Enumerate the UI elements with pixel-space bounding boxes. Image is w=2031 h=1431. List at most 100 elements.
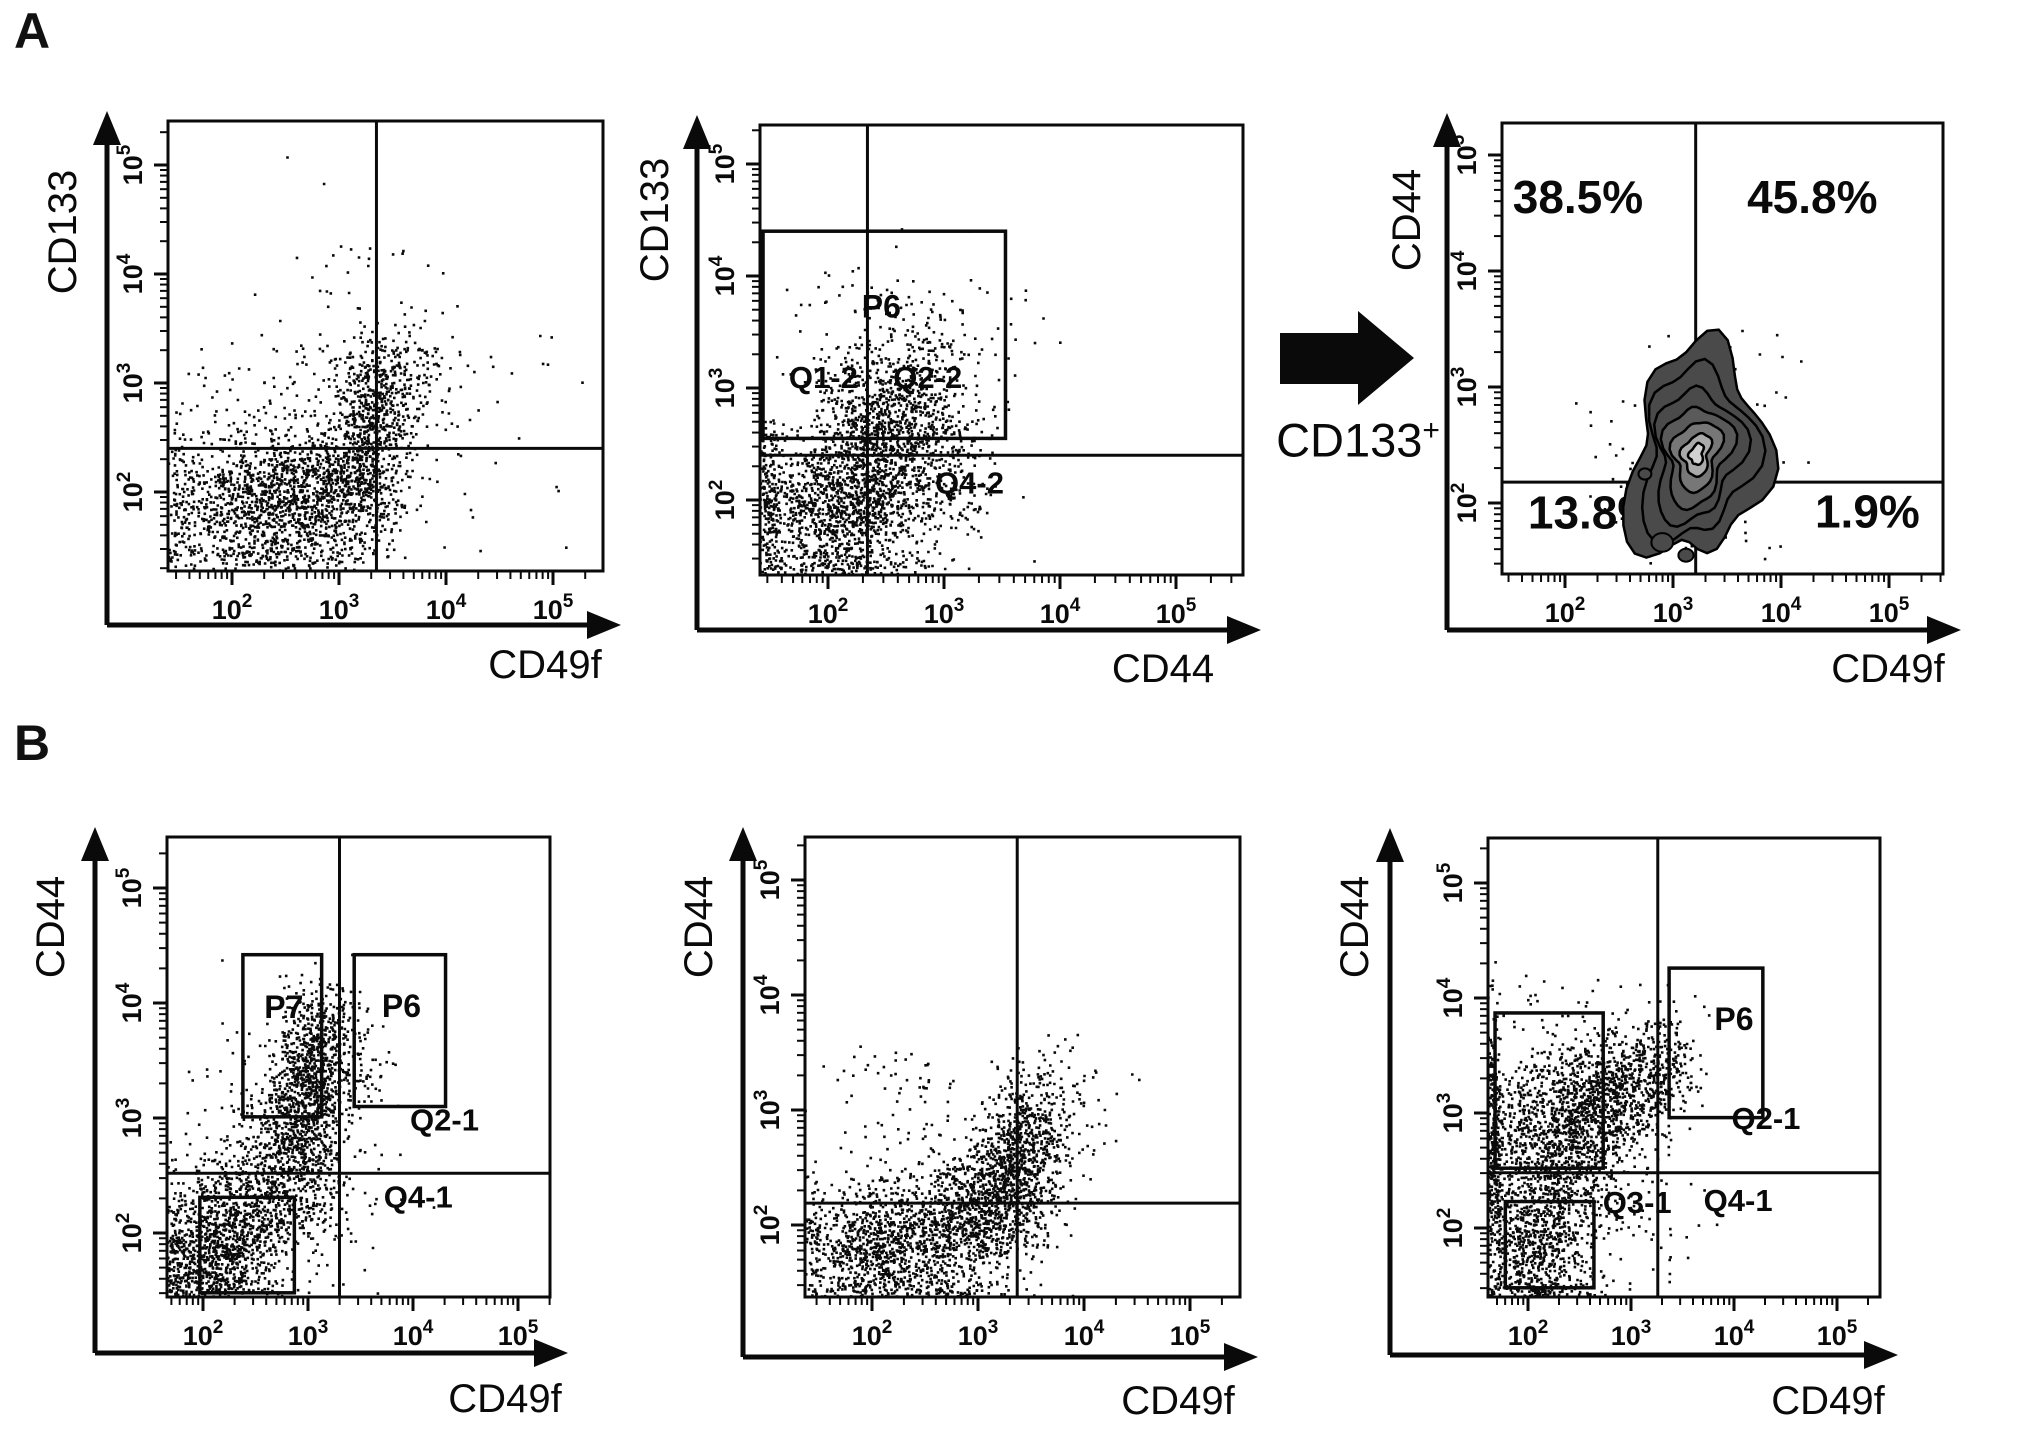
y-axis-arrowhead-icon <box>683 115 711 149</box>
x-axis-arrowhead-icon <box>1927 616 1961 644</box>
plot-area <box>165 835 552 1299</box>
tick-label: 103 <box>924 595 965 629</box>
quadrant-percentage: 1.9% <box>1815 485 1920 537</box>
tick-label: 102 <box>183 1317 224 1351</box>
gate-label-P6: P6 <box>1714 1001 1753 1037</box>
tick-label: 102 <box>1508 1317 1549 1351</box>
tick-label: 103 <box>288 1317 329 1351</box>
tick-label: 104 <box>1714 1317 1755 1351</box>
tick-label: 102 <box>1448 483 1482 524</box>
y-axis-label: CD44 <box>677 876 721 978</box>
y-axis-label: CD133 <box>633 158 677 283</box>
axis-ticks: 102 102 103 103 104 104 105 105 <box>113 852 551 1351</box>
quadrant-label: Q1-2 <box>789 360 858 395</box>
axis-ticks: 102 102 103 103 104 104 105 105 <box>1434 847 1870 1351</box>
tick-label: 105 <box>498 1317 539 1351</box>
tick-label: 104 <box>1434 977 1468 1018</box>
gate-P7 <box>241 952 324 1119</box>
tick-label: 104 <box>426 591 467 625</box>
tick-label: 102 <box>1545 594 1586 628</box>
tick-label: 102 <box>808 595 849 629</box>
axis-ticks: 102 102 103 103 104 104 105 105 <box>751 844 1223 1351</box>
region-labels: Q2-1 Q4-1 P7 P6 <box>264 988 479 1215</box>
tick-label: 104 <box>751 974 785 1015</box>
gate-label-P6: P6 <box>382 988 421 1024</box>
quadrant-label: Q3-1 <box>1603 1185 1672 1220</box>
tick-label: 105 <box>751 859 785 900</box>
tick-label: 102 <box>751 1205 785 1246</box>
tick-label: 104 <box>113 982 147 1023</box>
tick-label: 103 <box>958 1317 999 1351</box>
contour-density-blob <box>1621 328 1780 563</box>
axis-ticks: 102 102 103 103 104 104 105 105 <box>1448 134 1942 628</box>
quadrant-percentage: 38.5% <box>1513 171 1643 223</box>
tick-label: 104 <box>1040 595 1081 629</box>
flow-plot-b2: 102 102 103 103 104 104 105 105 CD49f CD44 <box>677 827 1258 1423</box>
x-axis-label: CD49f <box>1121 1379 1235 1423</box>
x-axis-label: CD49f <box>448 1377 562 1421</box>
tick-label: 105 <box>533 591 574 625</box>
quadrant-label: Q4-1 <box>1704 1183 1773 1218</box>
tick-label: 104 <box>1448 250 1482 291</box>
flow-plot-a2: 102102103103104104105105Q1-2Q2-2Q4-2P6CD… <box>633 115 1261 691</box>
tick-label: 105 <box>1170 1317 1211 1351</box>
tick-label: 105 <box>1156 595 1197 629</box>
panel-b-label: B <box>14 715 51 771</box>
plot-area <box>1486 836 1882 1299</box>
tick-label: 102 <box>1434 1208 1468 1249</box>
tick-label: 103 <box>113 1098 147 1139</box>
flow-plot-a1: 102 102 103 103 104 104 105 105 CD49f CD133 <box>41 111 621 687</box>
tick-label: 104 <box>393 1317 434 1351</box>
x-axis-arrowhead-icon <box>534 1339 568 1367</box>
y-axis-arrowhead-icon <box>93 111 121 145</box>
tick-label: 103 <box>1448 367 1482 408</box>
gate-P6 <box>761 229 1008 441</box>
y-axis-arrowhead-icon <box>1433 113 1461 147</box>
x-axis-arrowhead-icon <box>1864 1341 1898 1369</box>
x-axis-arrowhead-icon <box>587 611 621 639</box>
tick-label: 103 <box>114 363 148 404</box>
gating-arrow-icon <box>1280 311 1414 405</box>
tick-label: 103 <box>751 1090 785 1131</box>
quadrant-percentage: 45.8% <box>1747 171 1877 223</box>
quadrant-label: Q2-1 <box>410 1103 479 1138</box>
gate-label-P7: P7 <box>264 989 303 1025</box>
cd133-positive-label: CD133+ <box>1252 416 1464 464</box>
y-axis-label: CD44 <box>1385 169 1429 271</box>
x-axis-label: CD44 <box>1112 647 1214 691</box>
gate-P6 <box>1667 966 1765 1120</box>
x-axis-label: CD49f <box>1771 1379 1885 1423</box>
tick-label: 105 <box>1448 134 1482 175</box>
y-axis-arrowhead-icon <box>729 827 757 861</box>
axis-ticks: 102 102 103 103 104 104 105 105 <box>114 131 587 625</box>
flow-plot-b1: 102 102 103 103 104 104 105 105 Q2-1 Q4-1 P7 P6 CD49… <box>29 827 568 1421</box>
cd133-positive-sup: + <box>1422 414 1440 447</box>
x-axis-arrowhead-icon <box>1227 616 1261 644</box>
tick-label: 104 <box>114 253 148 294</box>
y-axis-label: CD44 <box>1333 876 1377 978</box>
tick-label: 103 <box>706 368 740 409</box>
tick-label: 103 <box>1434 1093 1468 1134</box>
y-axis-label: CD133 <box>41 170 85 295</box>
tick-label: 104 <box>1064 1317 1105 1351</box>
x-axis-arrowhead-icon <box>1224 1343 1258 1371</box>
gate-P6 <box>352 952 448 1109</box>
tick-label: 102 <box>114 472 148 513</box>
tick-label: 102 <box>706 480 740 521</box>
y-axis-label: CD44 <box>29 876 73 978</box>
x-axis-label: CD49f <box>488 643 602 687</box>
quadrant-label: Q4-1 <box>384 1180 453 1215</box>
gate-box <box>1503 1199 1596 1290</box>
panel-a-label: A <box>14 3 51 59</box>
tick-label: 102 <box>113 1213 147 1254</box>
tick-label: 105 <box>113 867 147 908</box>
tick-label: 105 <box>1817 1317 1858 1351</box>
tick-label: 103 <box>1653 594 1694 628</box>
scatter-dots <box>805 1033 1141 1297</box>
tick-label: 103 <box>319 591 360 625</box>
tick-label: 105 <box>1434 862 1468 903</box>
